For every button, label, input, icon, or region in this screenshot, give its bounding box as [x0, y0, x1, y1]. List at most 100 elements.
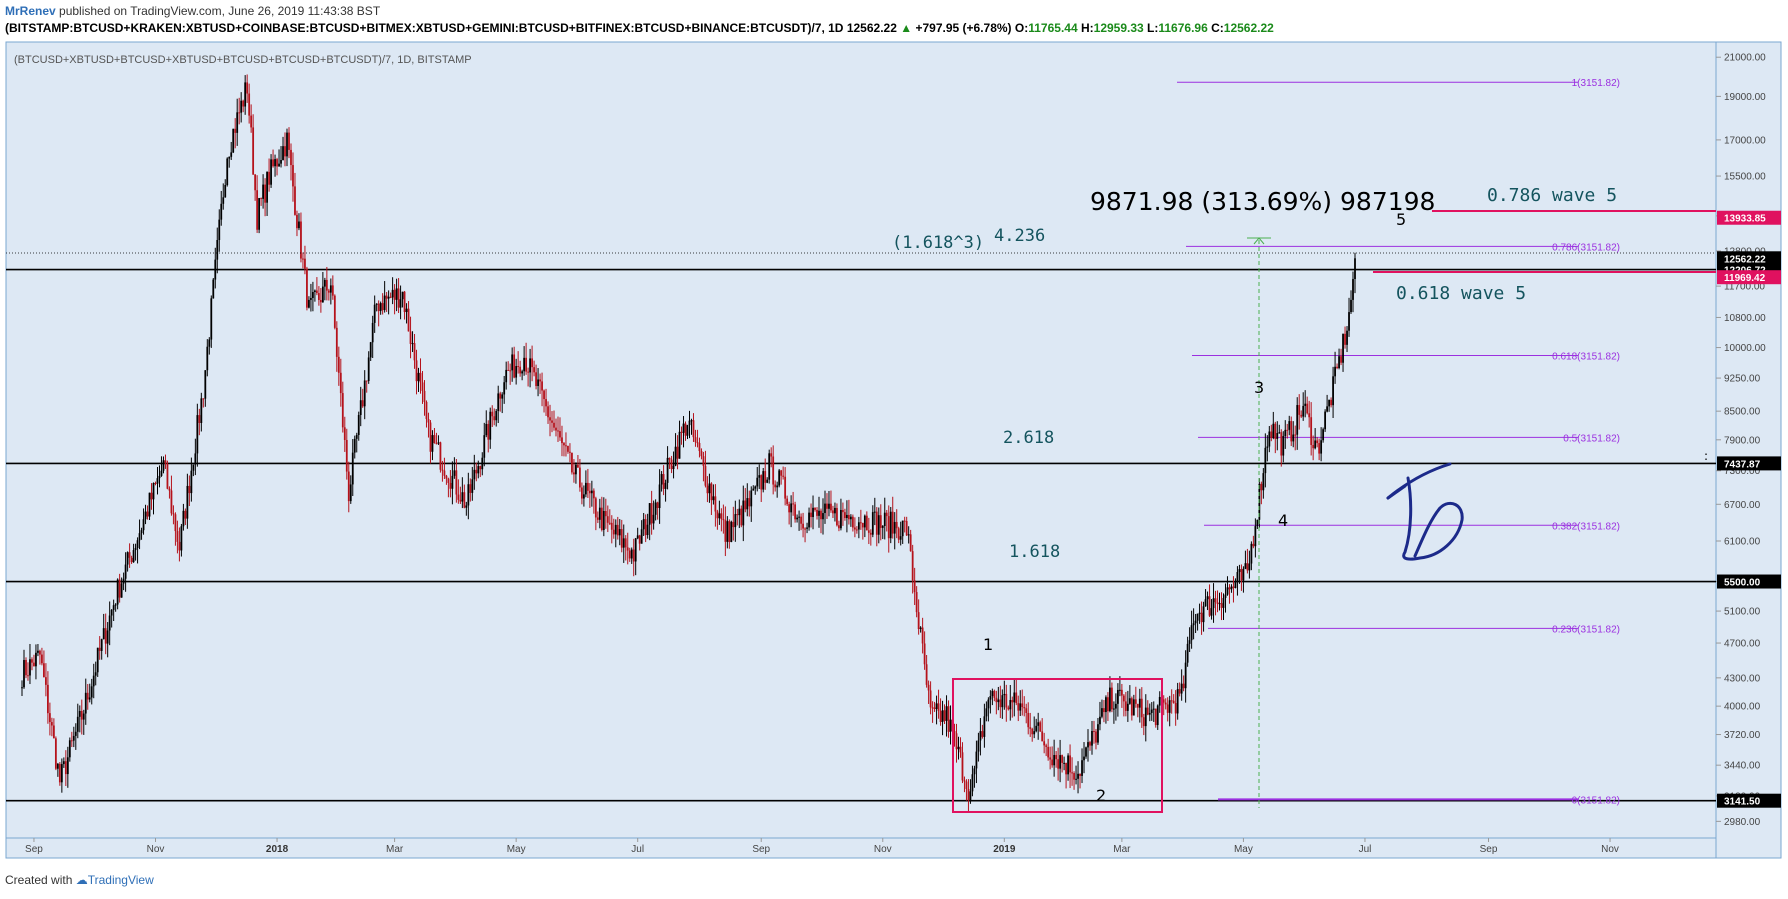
candle-body: [529, 358, 531, 373]
candle-body: [1113, 708, 1115, 710]
candle-body: [491, 411, 494, 417]
candle-body: [1332, 376, 1334, 406]
candle-body: [252, 127, 255, 175]
candle-body: [834, 507, 836, 514]
candle-body: [1101, 708, 1103, 717]
candle-body: [963, 780, 966, 782]
candle-body: [226, 158, 229, 185]
candle-body: [652, 514, 655, 524]
candle-body: [503, 382, 506, 395]
candle-body: [1063, 762, 1065, 764]
candle-body: [636, 535, 639, 539]
candle-body: [459, 499, 462, 502]
candle-body: [549, 417, 551, 421]
created-with-text: Created with: [5, 873, 73, 887]
candle-body: [188, 485, 191, 494]
candle-body: [240, 100, 243, 113]
candle-body: [94, 672, 97, 676]
candle-body: [31, 659, 33, 663]
candle-body: [375, 303, 378, 305]
candle-body: [140, 530, 143, 534]
candle-body: [1284, 429, 1287, 436]
candle-body: [212, 279, 215, 299]
price-change: +797.95 (+6.78%): [915, 21, 1012, 35]
candle-body: [620, 529, 623, 548]
candle-body: [714, 496, 717, 512]
candle-body: [744, 500, 747, 510]
horizontal-lines: [6, 268, 1716, 802]
candle-body: [379, 303, 382, 312]
candle-body: [35, 652, 37, 667]
price-label-bg: [1717, 574, 1781, 589]
candle-body: [172, 513, 175, 515]
candle-body: [58, 763, 61, 783]
candle-body: [278, 163, 280, 167]
candle-body: [339, 372, 342, 394]
candle-body: [702, 456, 705, 466]
candle-body: [1190, 625, 1193, 641]
candle-body: [1142, 717, 1145, 727]
candle-body: [899, 536, 902, 540]
candle-body: [302, 258, 304, 260]
candle-body: [25, 660, 27, 676]
price-label: 3141.50: [1724, 797, 1761, 808]
candle-body: [642, 519, 645, 530]
candle-body: [865, 515, 868, 531]
candle-body: [1087, 742, 1089, 748]
candle-body: [535, 372, 537, 387]
candle-body: [740, 508, 743, 526]
candle-body: [1055, 754, 1058, 760]
candle-body: [1065, 762, 1067, 775]
fib-level-label: 0.786(3151.82): [1552, 242, 1620, 253]
candle-body: [262, 184, 264, 199]
candle-body: [758, 475, 761, 478]
candle-body: [1118, 689, 1121, 691]
candle-body: [612, 529, 615, 535]
tradingview-link[interactable]: TradingView: [87, 873, 154, 887]
candle-body: [925, 664, 928, 685]
candle-body: [276, 159, 278, 167]
candle-body: [1045, 745, 1048, 747]
candle-body: [1230, 586, 1233, 590]
candle-body: [822, 513, 824, 520]
candle-body: [327, 290, 330, 293]
candle-body: [347, 471, 350, 502]
chart-inner-title: (BTCUSD+XBTUSD+BTCUSD+XBTUSD+BTCUSD+BTCU…: [14, 54, 472, 66]
candle-body: [128, 552, 131, 558]
candle-body: [1282, 435, 1285, 456]
candle-body: [142, 519, 145, 531]
candle-body: [1049, 757, 1052, 760]
author-name[interactable]: MrRenev: [5, 4, 56, 18]
candle-body: [700, 451, 703, 457]
candle-body: [1320, 440, 1323, 454]
candle-body: [575, 464, 577, 475]
chart-frame: [5, 41, 1782, 859]
candle-body: [1079, 773, 1081, 776]
candle-body: [660, 474, 663, 485]
candle-body: [664, 482, 667, 489]
candle-body: [260, 198, 263, 200]
candle-body: [752, 488, 755, 491]
candle-body: [234, 128, 237, 133]
price-labels: 13933.8512562.2212206.7211969.427437.875…: [1717, 210, 1781, 808]
y-tick-label: 4000.00: [1724, 702, 1761, 713]
candle-body: [573, 472, 575, 475]
candle-body: [706, 485, 709, 494]
measure-label: 9871.98 (313.69%) 987198: [1090, 187, 1435, 216]
candle-body: [903, 520, 906, 522]
candle-body: [941, 710, 944, 722]
tradingview-logo-icon[interactable]: ☁: [75, 873, 88, 887]
candle-body: [746, 498, 749, 510]
price-label: 7437.87: [1724, 459, 1761, 470]
candle-body: [186, 485, 189, 519]
candle-body: [1107, 697, 1109, 712]
candle-body: [838, 525, 840, 529]
close-label: C:: [1211, 21, 1224, 35]
candle-body: [381, 303, 384, 311]
candle-body: [933, 707, 936, 709]
candle-body: [915, 592, 918, 613]
candle-body: [802, 523, 804, 529]
candle-body: [596, 517, 599, 520]
candle-body: [708, 483, 711, 494]
